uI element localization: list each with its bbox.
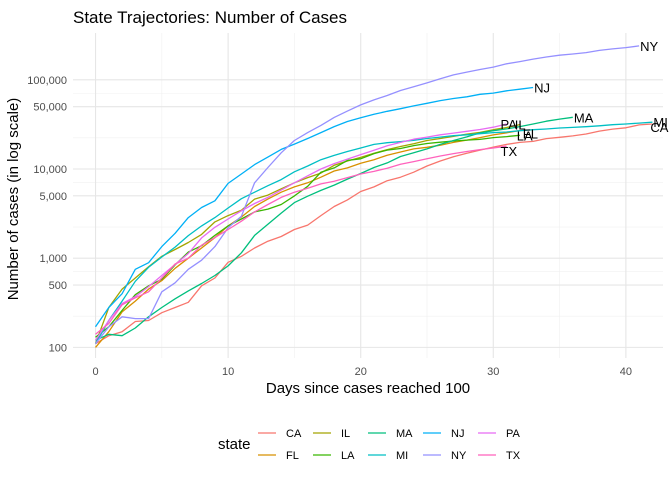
end-label-il: IL (515, 118, 526, 133)
x-axis-title: Days since cases reached 100 (266, 380, 470, 397)
legend-label-il: IL (341, 428, 350, 440)
series-lines (94, 45, 653, 348)
x-tick-label: 20 (355, 366, 367, 378)
series-line-fl (95, 129, 520, 348)
y-tick-label: 5,000 (39, 191, 67, 203)
chart-title: State Trajectories: Number of Cases (73, 8, 347, 27)
x-tick-labels: 0 10 20 30 40 (92, 366, 632, 378)
legend-label-ny: NY (451, 450, 467, 462)
legend-label-nj: NJ (451, 428, 464, 440)
legend-label-tx: TX (506, 450, 521, 462)
series-line-nj (94, 86, 534, 328)
y-tick-label: 500 (49, 280, 67, 292)
series-line-pa (94, 123, 507, 341)
y-tick-label: 100 (49, 342, 67, 354)
x-tick-label: 10 (222, 366, 234, 378)
legend-label-ma: MA (396, 428, 413, 440)
y-tick-label: 50,000 (33, 102, 67, 114)
y-axis-title: Number of cases (in log scale) (5, 98, 22, 301)
end-label-fl: FL (523, 127, 538, 142)
end-label-la: LA (517, 128, 533, 143)
end-label-nj: NJ (534, 81, 550, 96)
legend-label-fl: FL (286, 450, 299, 462)
grid-lines (73, 33, 663, 358)
end-label-ny: NY (640, 39, 658, 54)
series-line-ca (95, 123, 653, 345)
legend-label-mi: MI (396, 450, 408, 462)
x-tick-label: 40 (620, 366, 632, 378)
end-label-pa: PA (501, 117, 518, 132)
end-label-ma: MA (574, 110, 594, 125)
y-tick-label: 1,000 (39, 253, 67, 265)
y-tick-labels: 100 500 1,000 5,000 10,000 50,000 100,000 (27, 75, 67, 355)
series-line-il (94, 123, 520, 344)
legend-label-la: LA (341, 450, 355, 462)
legend-label-ca: CA (286, 428, 302, 440)
end-label-tx: TX (501, 144, 518, 159)
y-tick-label: 10,000 (33, 164, 67, 176)
x-tick-label: 0 (92, 366, 98, 378)
series-line-mi (94, 121, 653, 345)
series-line-ny (94, 45, 640, 345)
legend-label-pa: PA (506, 428, 521, 440)
legend-title: state (218, 436, 251, 453)
series-line-tx (95, 145, 507, 335)
series-line-ma (95, 116, 573, 341)
end-label-ca: CA (650, 120, 668, 135)
x-tick-label: 30 (487, 366, 499, 378)
legend: state CA FL IL LA MA MI NJ NY PA TX (218, 428, 521, 462)
y-tick-label: 100,000 (27, 75, 67, 87)
end-label-mi: MI (653, 115, 667, 130)
